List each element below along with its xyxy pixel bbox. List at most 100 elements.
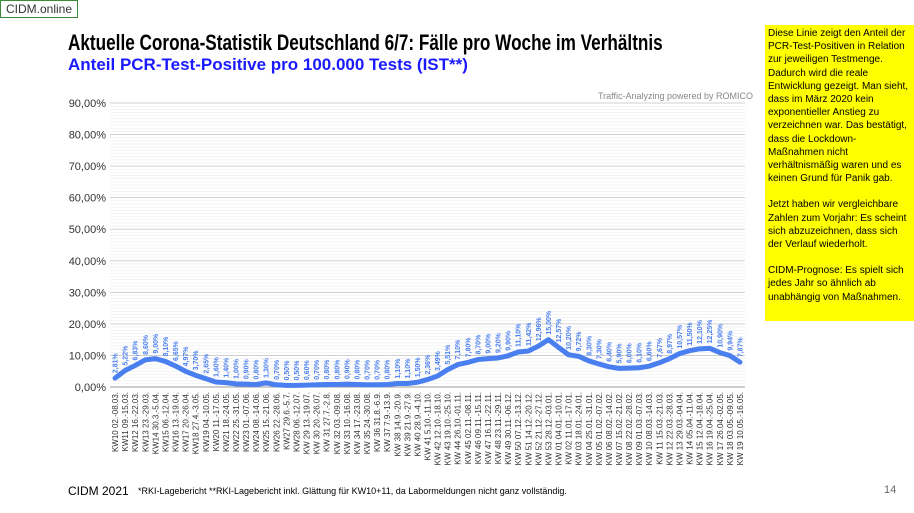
data-label: 8,30% — [586, 335, 593, 356]
data-label: 0,50% — [294, 360, 301, 381]
x-tick-label: KW 36 31.8.-6.9. — [373, 392, 382, 452]
x-tick-label: KW26 22.-28.06. — [272, 392, 281, 452]
x-tick-label: KW 47 16.11.-22.11. — [484, 392, 493, 464]
data-point — [385, 382, 389, 386]
x-tick-label: KW10 02.-08.03. — [111, 392, 120, 452]
data-point — [284, 383, 288, 387]
data-point — [597, 362, 601, 366]
data-point — [667, 357, 671, 361]
data-point — [728, 354, 732, 358]
data-point — [174, 364, 178, 368]
footnote: *RKI-Lagebericht **RKI-Lagebericht inkl.… — [138, 486, 567, 496]
data-label: 0,60% — [304, 359, 311, 380]
x-tick-label: KW 39 21.9.-27.9. — [403, 392, 412, 456]
x-tick-label: KW 40 28.9.-4.10. — [413, 392, 422, 456]
x-tick-label: KW 41 5.10.-11.10. — [424, 392, 433, 460]
data-label: 4,97% — [183, 346, 190, 367]
y-tick-label: 60,00% — [69, 193, 107, 205]
x-tick-label: KW 09 01.03.-07.03. — [635, 392, 644, 465]
x-tick-label: KW 17 26.04.-02.05. — [716, 392, 725, 465]
data-point — [365, 383, 369, 387]
data-point — [274, 383, 278, 387]
y-tick-label: 80,00% — [69, 130, 107, 142]
data-label: 11,50% — [687, 322, 694, 346]
data-point — [214, 380, 218, 384]
x-tick-label: KW16 13.-19.04. — [172, 392, 181, 452]
data-label: 6,83% — [133, 340, 140, 361]
x-tick-label: KW22 25.-31.05. — [232, 392, 241, 452]
y-tick-label: 10,00% — [69, 350, 107, 362]
x-tick-label: KW 30 20.-26.07. — [313, 392, 322, 454]
data-label: 1,10% — [405, 358, 412, 379]
x-tick-label: KW 35 24.-30.08. — [363, 392, 372, 454]
data-label: 8,60% — [143, 334, 150, 355]
data-point — [204, 377, 208, 381]
x-tick-label: KW18 27.4.-3.05. — [192, 392, 201, 454]
data-point — [355, 382, 359, 386]
data-point — [244, 382, 248, 386]
data-point — [153, 357, 157, 361]
data-point — [607, 365, 611, 369]
data-label: 1,00% — [233, 358, 240, 379]
annotation-text: Diese Linie zeigt den Anteil der PCR-Tes… — [768, 28, 909, 185]
x-tick-label: KW 52 21.12.-27.12. — [534, 392, 543, 465]
data-point — [415, 380, 419, 384]
x-tick-label: KW 49 30.11.-06.12. — [504, 392, 513, 465]
data-label: 5,90% — [617, 343, 624, 364]
x-tick-label: KW28 06.-12.07. — [292, 392, 301, 452]
x-tick-label: KW 34 17.-23.08. — [353, 392, 362, 454]
x-tick-label: KW23 01.-07.06. — [242, 392, 251, 452]
x-tick-label: KW17 20.-26.04. — [182, 392, 191, 452]
data-label: 11,42% — [526, 322, 533, 346]
x-tick-label: KW19 04.-10.05. — [202, 392, 211, 452]
x-tick-label: KW 14 05.04.-11.04. — [686, 392, 695, 465]
data-label: 11,10% — [516, 323, 523, 347]
data-label: 0,80% — [324, 359, 331, 380]
data-point — [254, 382, 258, 386]
data-label: 8,10% — [163, 336, 170, 357]
x-tick-label: KW20 11.-17.05. — [212, 392, 221, 451]
data-label: 7,10% — [455, 339, 462, 360]
x-tick-label: KW 32 03.-09.08. — [333, 392, 342, 454]
data-label: 10,57% — [677, 324, 684, 349]
data-point — [224, 381, 228, 385]
data-label: 7,67% — [657, 337, 664, 358]
footer-label: CIDM 2021 — [68, 484, 129, 498]
data-label: 9,72% — [576, 331, 583, 352]
chart-credit: Traffic-Analyzing powered by ROMICO — [598, 91, 754, 101]
data-label: 1,60% — [213, 356, 220, 377]
data-point — [446, 368, 450, 372]
x-tick-label: KW 37 7.9.-13.9. — [383, 392, 392, 452]
data-label: 12,10% — [697, 319, 704, 344]
data-point — [657, 361, 661, 365]
data-label: 0,80% — [254, 359, 261, 380]
x-tick-label: KW 43 19.10.-25.10. — [444, 392, 453, 465]
data-label: 6,60% — [647, 341, 654, 362]
x-tick-label: KW 45 02.11.-08.11. — [464, 392, 473, 464]
y-tick-label: 40,00% — [69, 256, 107, 268]
x-tick-label: KW 08 22.02.-28.02. — [625, 392, 634, 465]
data-point — [536, 344, 540, 348]
data-point — [335, 382, 339, 386]
data-label: 1,40% — [223, 357, 230, 378]
data-point — [738, 360, 742, 364]
data-label: 0,50% — [284, 360, 291, 381]
data-point — [647, 364, 651, 368]
data-point — [708, 346, 712, 350]
data-point — [577, 354, 581, 358]
data-label: 0,80% — [385, 359, 392, 380]
x-tick-label: KW 44 26.10.-01.11. — [454, 392, 463, 465]
data-label: 0,70% — [375, 359, 382, 380]
data-label: 1,10% — [395, 358, 402, 379]
x-tick-label: KW 51 14.12.-20.12. — [524, 392, 533, 465]
x-tick-label: KW14 30.3.-5.04. — [151, 392, 160, 454]
x-tick-label: KW 31 27.7.-2.8. — [323, 392, 332, 452]
data-point — [436, 374, 440, 378]
page-subtitle: Anteil PCR-Test-Positive pro 100.000 Tes… — [68, 55, 468, 74]
data-point — [677, 352, 681, 356]
x-tick-label: KW25 15.-21.06. — [262, 392, 271, 452]
page-number: 14 — [884, 484, 897, 496]
annotation-text: CIDM-Prognose: Es spielt sich jedes Jahr… — [768, 265, 904, 303]
data-label: 6,40% — [606, 341, 613, 362]
